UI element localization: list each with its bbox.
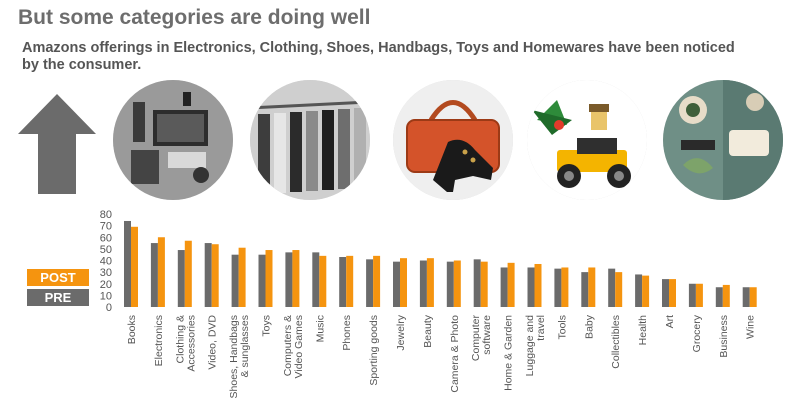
bar-pre <box>635 274 643 307</box>
category-label: Computersoftware <box>470 315 493 362</box>
category-label: Toys <box>261 315 273 337</box>
category-label: Computers &Video Games <box>282 315 305 378</box>
category-label: Beauty <box>422 314 434 347</box>
page-subtitle: Amazons offerings in Electronics, Clothi… <box>22 40 735 73</box>
bar-pre <box>231 254 239 307</box>
bar-pre <box>150 243 158 307</box>
category-label: Music <box>314 315 326 342</box>
bar-post <box>184 240 192 307</box>
bar-pre <box>204 243 212 307</box>
category-label: Phones <box>341 315 353 351</box>
bar-post <box>453 260 461 307</box>
y-tick-label: 0 <box>106 302 112 314</box>
bar-post <box>534 263 542 307</box>
bar-pre <box>177 250 185 307</box>
bar-pre <box>527 267 535 307</box>
y-tick-label: 30 <box>100 267 112 279</box>
bar-pre <box>554 268 562 307</box>
y-tick-label: 10 <box>100 290 112 302</box>
category-label: Health <box>637 315 649 346</box>
bar-post <box>400 258 407 307</box>
category-label: Books <box>126 315 138 344</box>
category-label: Camera & Photo <box>449 315 461 393</box>
category-label: Luggage andtravel <box>524 315 547 376</box>
bar-pre <box>608 268 616 307</box>
bar-pre <box>393 261 400 307</box>
bar-post <box>238 247 246 307</box>
bar-post <box>561 267 569 307</box>
bar-post <box>426 258 434 307</box>
bar-post <box>265 250 273 307</box>
y-tick-label: 60 <box>100 232 112 244</box>
category-label: Clothing &Accessories <box>174 315 197 372</box>
category-label: Business <box>718 315 730 358</box>
bar-pre <box>473 259 481 307</box>
bar-post <box>722 284 730 307</box>
bar-pre <box>446 261 454 307</box>
bar-pre <box>285 252 293 307</box>
bar-pre <box>742 287 750 307</box>
bar-pre <box>688 283 696 307</box>
bar-post <box>480 261 488 307</box>
toy-figure-photo <box>527 80 647 200</box>
y-tick-label: 70 <box>100 221 112 233</box>
category-label: Grocery <box>691 314 703 352</box>
y-tick-label: 20 <box>100 279 112 291</box>
bar-post <box>588 267 596 307</box>
y-tick-label: 80 <box>100 209 112 221</box>
bar-pre <box>312 252 320 307</box>
category-label: Collectibles <box>610 315 622 369</box>
y-tick-label: 50 <box>100 244 112 256</box>
category-label: Video, DVD <box>207 315 219 370</box>
bar-post <box>346 255 354 307</box>
homewares-photo <box>663 80 783 200</box>
category-label: Art <box>664 315 676 329</box>
category-label: Electronics <box>153 315 165 366</box>
bar-pre <box>124 220 131 307</box>
category-label: Home & Garden <box>503 315 515 391</box>
bar-post <box>211 244 219 307</box>
category-label: Shoes, Handbags& sunglasses <box>228 315 251 398</box>
page-title: But some categories are doing well <box>18 6 371 29</box>
electronics-photo <box>113 80 233 200</box>
bar-pre <box>715 287 723 307</box>
legend-pre: PRE <box>27 289 89 306</box>
handbag-and-shoe-photo <box>393 80 513 200</box>
bar-post <box>319 255 327 307</box>
legend-post: POST <box>27 269 89 286</box>
category-label: Sporting goods <box>368 315 380 386</box>
bar-post <box>157 237 165 307</box>
bar-post <box>642 275 650 307</box>
bar-pre <box>662 279 669 307</box>
bar-pre <box>366 259 374 307</box>
bar-pre <box>339 257 347 307</box>
bar-post <box>749 287 757 307</box>
bar-post <box>695 283 703 307</box>
bar-post <box>507 262 515 307</box>
bar-pre <box>258 254 266 307</box>
bar-pre <box>500 267 508 307</box>
category-label: Wine <box>745 315 757 339</box>
category-label: Jewelry <box>395 314 407 350</box>
clothing-rack-photo <box>250 80 370 200</box>
bar-post <box>131 226 138 307</box>
bar-post <box>669 279 676 307</box>
bar-post <box>615 272 623 307</box>
y-tick-label: 40 <box>100 256 112 268</box>
bar-pre <box>581 272 589 307</box>
category-label: Baby <box>583 314 595 339</box>
bar-post <box>373 255 381 307</box>
bar-pre <box>419 260 427 307</box>
bar-post <box>292 250 300 307</box>
category-label: Tools <box>556 315 568 340</box>
up-arrow-icon <box>18 94 96 194</box>
